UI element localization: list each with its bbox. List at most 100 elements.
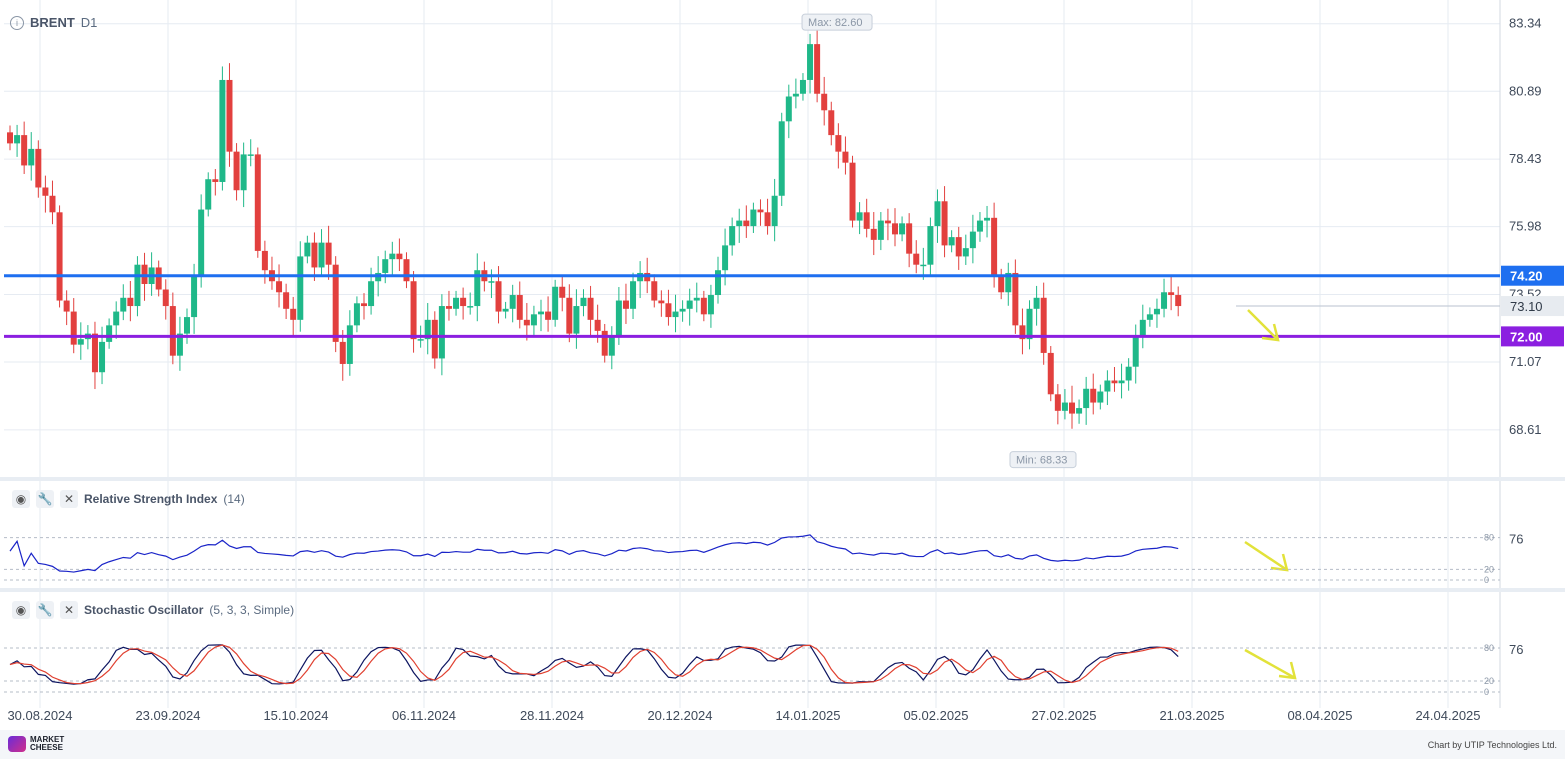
candle-body: [870, 228, 877, 240]
x-tick-label: 06.11.2024: [392, 708, 456, 723]
close-icon[interactable]: ✕: [60, 601, 78, 619]
candle-body: [311, 242, 318, 268]
candle-body: [21, 135, 28, 166]
candle-body: [601, 330, 608, 356]
candle-body: [417, 339, 424, 341]
chart-credit: Chart by UTIP Technologies Ltd.: [1427, 740, 1557, 750]
candle-body: [325, 242, 332, 265]
x-tick-label: 23.09.2024: [135, 708, 200, 723]
rsi-line: [9, 534, 1179, 573]
candle-body: [162, 289, 169, 307]
candle-body: [155, 267, 162, 290]
candle-body: [821, 93, 828, 111]
candle-body: [396, 253, 403, 260]
current-price-tag: [1501, 296, 1564, 317]
rsi-params: (14): [223, 492, 245, 506]
candle-body: [169, 306, 176, 356]
candle-body: [212, 179, 219, 182]
candle-body: [198, 209, 205, 276]
candle-body: [445, 306, 452, 309]
candle-body: [1040, 297, 1047, 353]
candle-body: [99, 341, 106, 373]
current-price-label: 73.10: [1510, 299, 1543, 314]
candle-body: [261, 250, 268, 271]
candle-body: [828, 110, 835, 136]
candle-body: [91, 333, 98, 373]
candle-body: [984, 217, 991, 221]
candle-body: [516, 295, 523, 320]
candle-body: [1083, 388, 1090, 409]
candle-body: [1161, 292, 1168, 309]
candle-body: [1069, 402, 1075, 414]
candle-body: [899, 223, 906, 235]
candle-body: [219, 79, 226, 182]
y-tick-label: 75.98: [1509, 219, 1542, 234]
logo-icon: [8, 736, 26, 752]
candle-body: [523, 319, 530, 326]
candle-body: [382, 259, 389, 273]
candle-body: [70, 311, 77, 345]
candle-body: [339, 341, 346, 364]
candle-body: [1104, 380, 1111, 392]
candle-body: [1132, 336, 1139, 367]
candle-body: [906, 223, 913, 254]
rsi-level-label: 80: [1484, 533, 1494, 543]
symbol-header: i BRENT D1: [10, 15, 97, 30]
candle-body: [545, 311, 552, 320]
candle-body: [842, 151, 849, 163]
candle-body: [276, 281, 283, 293]
x-tick-label: 24.04.2025: [1415, 708, 1480, 723]
stoch-d-line: [9, 644, 1179, 685]
candle-body: [7, 132, 13, 144]
level-price-tag: [1501, 265, 1564, 286]
candle-body: [1139, 319, 1146, 337]
candle-body: [233, 151, 240, 191]
candle-body: [976, 220, 983, 232]
candle-body: [594, 319, 601, 331]
candle-body: [707, 295, 714, 315]
candle-body: [693, 297, 700, 301]
eye-icon[interactable]: ◉: [12, 601, 30, 619]
stoch-params: (5, 3, 3, Simple): [209, 603, 295, 617]
close-icon[interactable]: ✕: [60, 490, 78, 508]
footer-bar: [0, 730, 1565, 759]
eye-icon[interactable]: ◉: [12, 490, 30, 508]
candle-body: [1019, 325, 1026, 340]
level-price-label: 72.00: [1510, 329, 1543, 344]
candle-body: [913, 253, 920, 265]
candle-body: [332, 264, 339, 342]
brand-logo[interactable]: MARKET CHEESE: [8, 736, 64, 752]
candle-body: [700, 297, 707, 315]
candle-body: [1111, 380, 1118, 384]
candle-body: [254, 154, 261, 251]
candle-body: [778, 121, 785, 196]
candle-body: [877, 220, 884, 240]
x-tick-label: 05.02.2025: [903, 708, 968, 723]
candle-body: [559, 286, 566, 298]
candle-body: [884, 220, 891, 224]
candle-body: [941, 201, 948, 246]
forecast-arrow-icon: [1247, 309, 1280, 342]
candle-body: [1047, 352, 1054, 395]
candle-body: [849, 162, 856, 221]
candle-body: [1012, 272, 1019, 326]
candle-body: [863, 212, 870, 229]
x-tick-label: 30.08.2024: [7, 708, 72, 723]
candle-body: [630, 281, 637, 309]
x-tick-label: 20.12.2024: [647, 708, 712, 723]
candle-body: [120, 297, 127, 312]
stoch-title: Stochastic Oscillator: [84, 603, 204, 617]
wrench-icon[interactable]: 🔧: [36, 601, 54, 619]
candle-body: [134, 264, 141, 307]
candle-body: [1061, 402, 1068, 411]
candle-body: [934, 201, 941, 227]
candle-body: [460, 297, 467, 307]
candle-body: [1005, 272, 1012, 293]
price-chart[interactable]: 83.3480.8978.4375.9873.5271.0768.6174.20…: [0, 0, 1565, 730]
info-icon[interactable]: i: [10, 15, 24, 30]
wrench-icon[interactable]: 🔧: [36, 490, 54, 508]
candle-body: [722, 245, 729, 271]
candle-body: [184, 317, 190, 334]
candle-body: [1146, 314, 1153, 320]
candle-body: [290, 308, 297, 320]
